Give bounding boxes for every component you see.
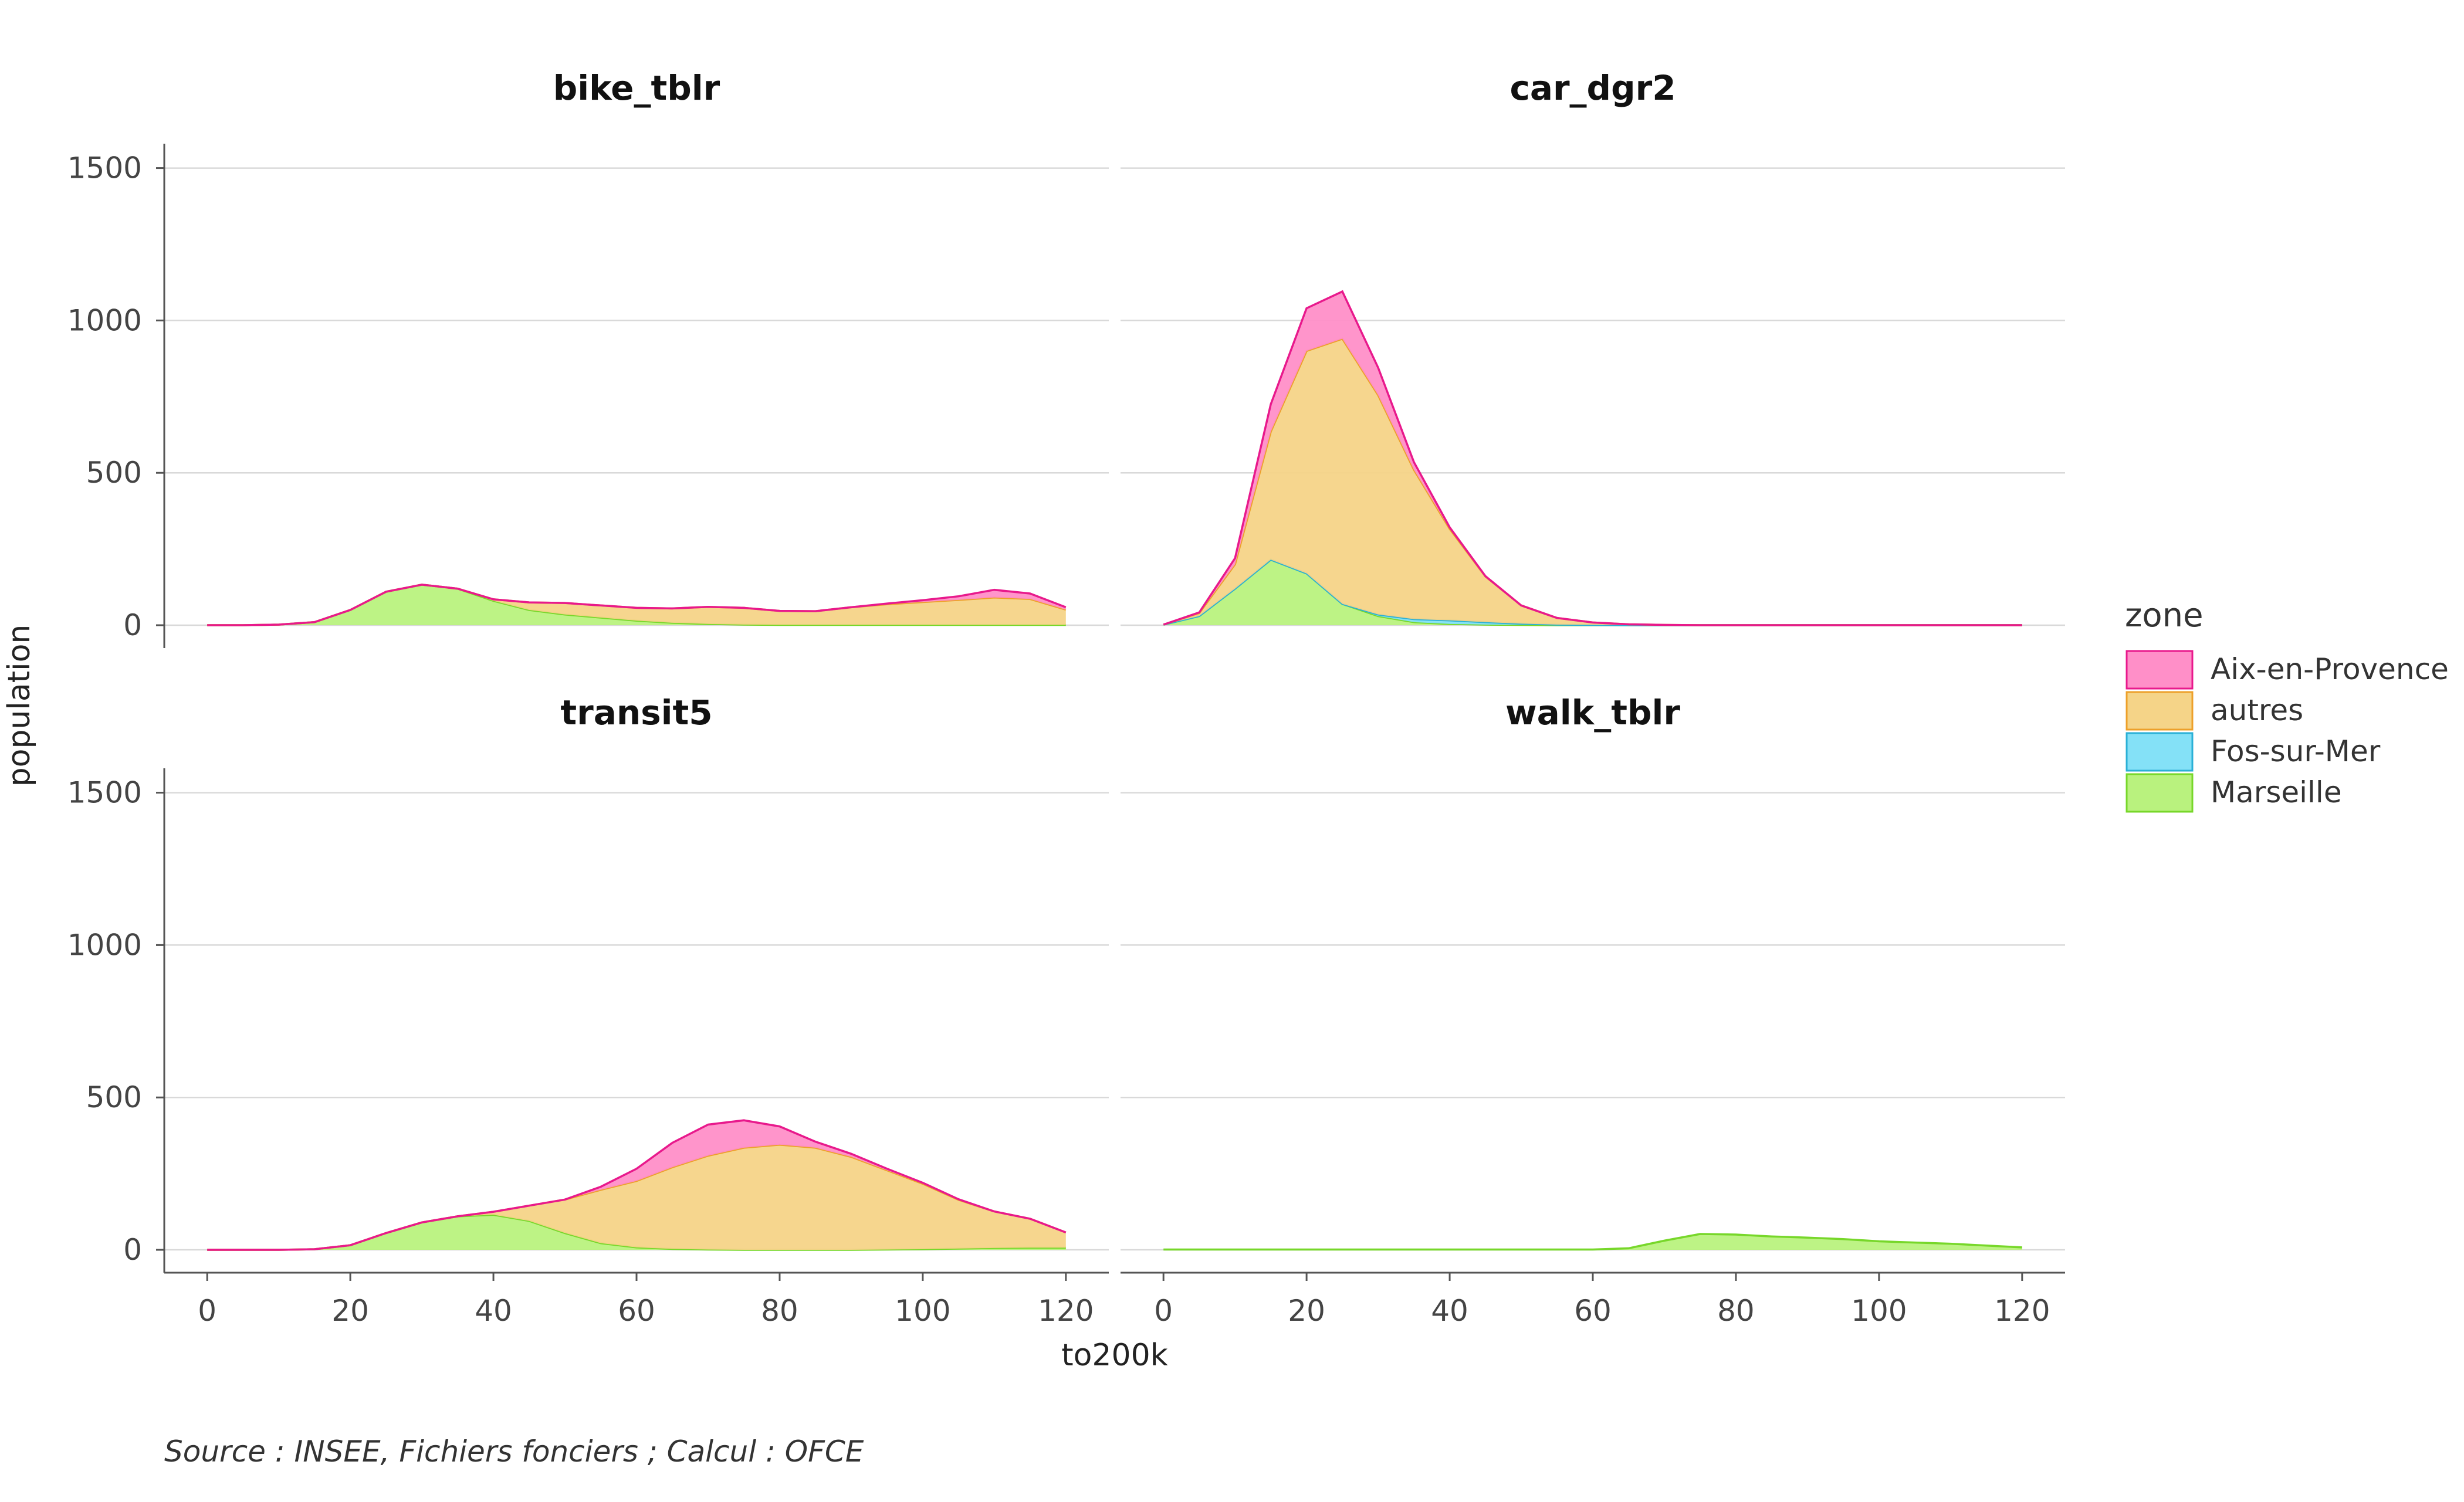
x-tick-label: 0 [1154,1294,1173,1328]
panel-bike_tblr: 0 500 1000 1500 bike_tblr [67,68,1109,648]
x-tick-label: 100 [895,1294,950,1328]
legend-label: Marseille [2211,775,2342,809]
x-tick-label: 20 [331,1294,369,1328]
panel-title: bike_tblr [553,68,720,108]
legend-item: Fos-sur-Mer [2125,732,2381,772]
y-tick-label: 1000 [67,928,142,962]
area-autres [207,1144,1066,1250]
legend-item: Aix-en-Provence [2125,650,2449,690]
x-tick-label: 60 [618,1294,655,1328]
x-tick-label: 80 [761,1294,798,1328]
legend: zone Aix-en-Provence autres Fos-sur-Mer Mar… [2125,596,2449,813]
y-tick-label: 0 [123,1233,142,1267]
y-tick-label: 1500 [67,776,142,810]
panel-title: car_dgr2 [1509,68,1676,108]
area-outline-aix-en-provence [207,1119,1067,1251]
x-tick-label: 60 [1574,1294,1612,1328]
x-tick-label: 0 [198,1294,216,1328]
legend-swatch [2125,650,2194,690]
area-autres [1163,338,2022,625]
legend-label: Aix-en-Provence [2211,652,2449,686]
area-outline-marseille [1163,1233,2022,1251]
area-outline-aix-en-provence [207,584,1067,626]
area-aix-en-provence [1163,291,2022,625]
x-tick-label: 80 [1717,1294,1755,1328]
chart-caption: Source : INSEE, Fichiers fonciers ; Calc… [164,1435,864,1469]
legend-label: Fos-sur-Mer [2211,734,2381,768]
x-axis-title: to200k [1061,1338,1168,1373]
panel-transit5: 0 500 1000 1500 0 20 40 60 80 100 120 transit5 [67,693,1109,1328]
panel-car_dgr2: car_dgr2 [1121,68,2065,626]
y-axis-title: population [2,625,37,787]
x-tick-label: 40 [1431,1294,1468,1328]
panel-walk_tblr: 0 20 40 60 80 100 120 walk_tblr [1121,693,2065,1328]
x-tick-label: 20 [1288,1294,1325,1328]
area-outline-aix-en-provence [1163,290,2022,626]
y-tick-label: 500 [86,456,142,490]
panel-title: walk_tblr [1505,693,1680,733]
legend-entries: Aix-en-Provence autres Fos-sur-Mer Marseill… [2125,650,2449,813]
y-tick-label: 500 [86,1080,142,1114]
x-tick-label: 120 [1994,1294,2050,1328]
y-tick-label: 0 [123,608,142,642]
y-tick-label: 1500 [67,151,142,185]
legend-swatch [2125,773,2194,813]
area-marseille [207,584,1066,625]
x-tick-label: 40 [475,1294,512,1328]
legend-item: Marseille [2125,773,2342,813]
legend-swatch [2125,732,2194,772]
y-tick-label: 1000 [67,303,142,337]
area-marseille [207,1215,1066,1250]
legend-label: autres [2211,693,2303,727]
legend-swatch [2125,691,2194,731]
x-tick-label: 120 [1038,1294,1094,1328]
x-tick-label: 100 [1851,1294,1907,1328]
area-marseille [1163,560,2022,625]
legend-item: autres [2125,691,2303,731]
area-autres [207,584,1066,625]
legend-title: zone [2125,596,2204,635]
panel-title: transit5 [560,693,712,733]
